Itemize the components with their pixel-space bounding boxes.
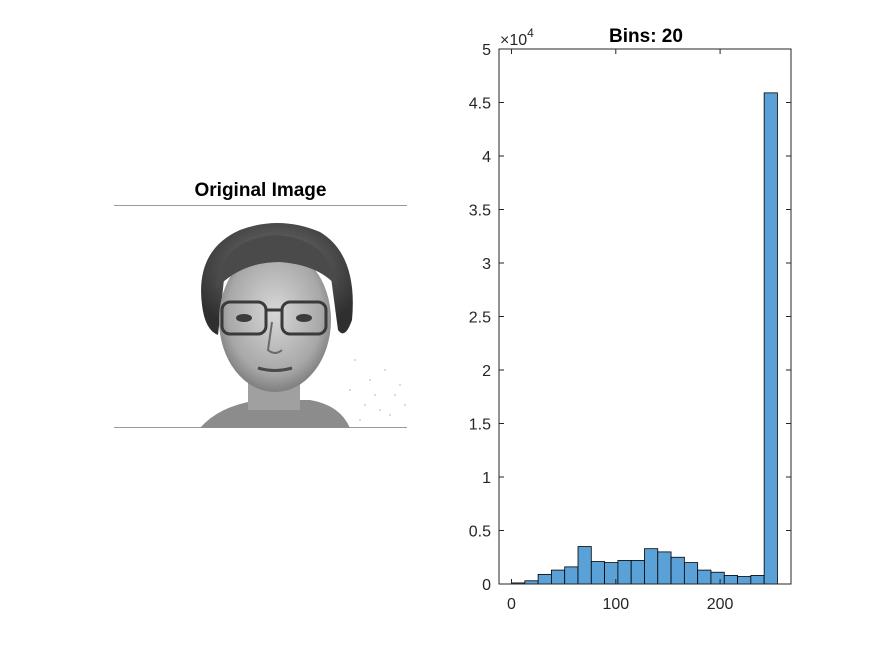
x-axis: 0 100 200: [507, 49, 734, 613]
histogram-bars: [511, 92, 778, 585]
histogram-bar: [590, 561, 605, 585]
y-tick-label: 1.5: [469, 417, 491, 434]
histogram-bar: [723, 575, 738, 585]
y-tick-label: 0: [482, 577, 491, 594]
y-tick-label: 0.5: [469, 524, 491, 541]
y-tick-label: 3: [482, 256, 491, 273]
axes-box: [498, 48, 792, 585]
histogram-bar: [577, 546, 592, 585]
y-axis: 0 0.5 1 1.5 2 2.5 3 3.5 4 4.5 5: [469, 42, 791, 594]
histogram-bar: [683, 562, 699, 585]
histogram-bar: [644, 548, 659, 585]
y-tick-label: 3.5: [469, 203, 491, 220]
histogram-bar: [710, 571, 725, 585]
histogram-bar: [657, 551, 672, 585]
histogram-bar: [737, 576, 752, 585]
histogram-bar: [537, 573, 552, 585]
histogram-bar: [630, 560, 645, 585]
y-tick-label: 1: [482, 470, 491, 487]
x-tick-label: 0: [507, 596, 516, 613]
x-tick-label: 200: [707, 596, 734, 613]
histogram-bar: [697, 569, 712, 585]
y-exponent-label: ×104: [500, 26, 534, 49]
y-tick-label: 2.5: [469, 310, 491, 327]
y-tick-label: 2: [482, 363, 491, 380]
x-tick-label: 100: [602, 596, 629, 613]
histogram-bar: [551, 569, 566, 585]
histogram-bar: [763, 92, 778, 585]
y-tick-label: 4.5: [469, 96, 491, 113]
image-top-edge: [114, 205, 407, 206]
histogram-bar: [750, 575, 765, 585]
chart-title: Bins: 20: [609, 26, 683, 47]
y-tick-label: 4: [482, 149, 491, 166]
face-image: [200, 222, 406, 428]
y-tick-label: 5: [482, 42, 491, 59]
image-title: Original Image: [194, 180, 327, 201]
histogram-bar: [564, 566, 579, 585]
histogram-bar: [670, 556, 685, 585]
histogram-bar: [617, 560, 632, 585]
axes-frame: [498, 48, 792, 585]
